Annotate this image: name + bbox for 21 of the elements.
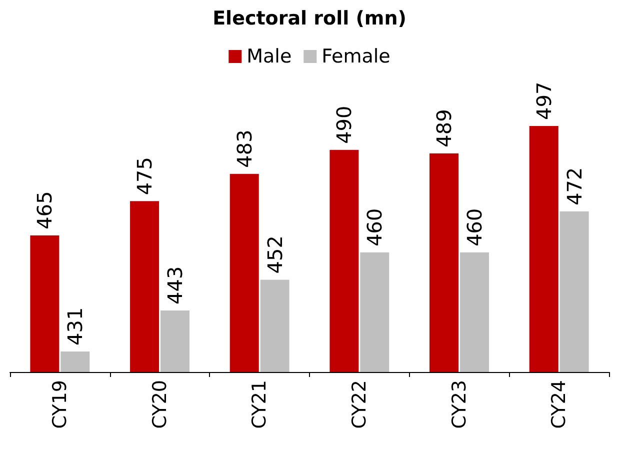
- data-label: 472: [562, 167, 586, 206]
- x-tick-label: CY20: [148, 380, 171, 429]
- legend-label: Female: [322, 46, 390, 68]
- x-tick-label: CY21: [248, 380, 271, 429]
- data-label: 443: [162, 266, 187, 304]
- legend-label: Male: [246, 46, 292, 68]
- data-label: 460: [362, 208, 387, 246]
- data-label: 465: [32, 191, 57, 230]
- data-label: 452: [262, 236, 287, 274]
- x-tick-label: CY23: [448, 380, 470, 429]
- chart-title: Electoral roll (mn): [212, 8, 406, 30]
- data-label: 475: [132, 156, 157, 196]
- data-label: 489: [432, 109, 456, 148]
- data-label: 497: [532, 82, 556, 120]
- x-tick-label: CY24: [548, 380, 570, 429]
- x-tick-label: CY19: [48, 380, 71, 429]
- x-tick-label: CY22: [348, 380, 370, 429]
- data-label: 483: [232, 130, 256, 168]
- data-label: 460: [462, 208, 486, 246]
- data-label: 490: [332, 106, 356, 144]
- data-label: 431: [63, 307, 88, 346]
